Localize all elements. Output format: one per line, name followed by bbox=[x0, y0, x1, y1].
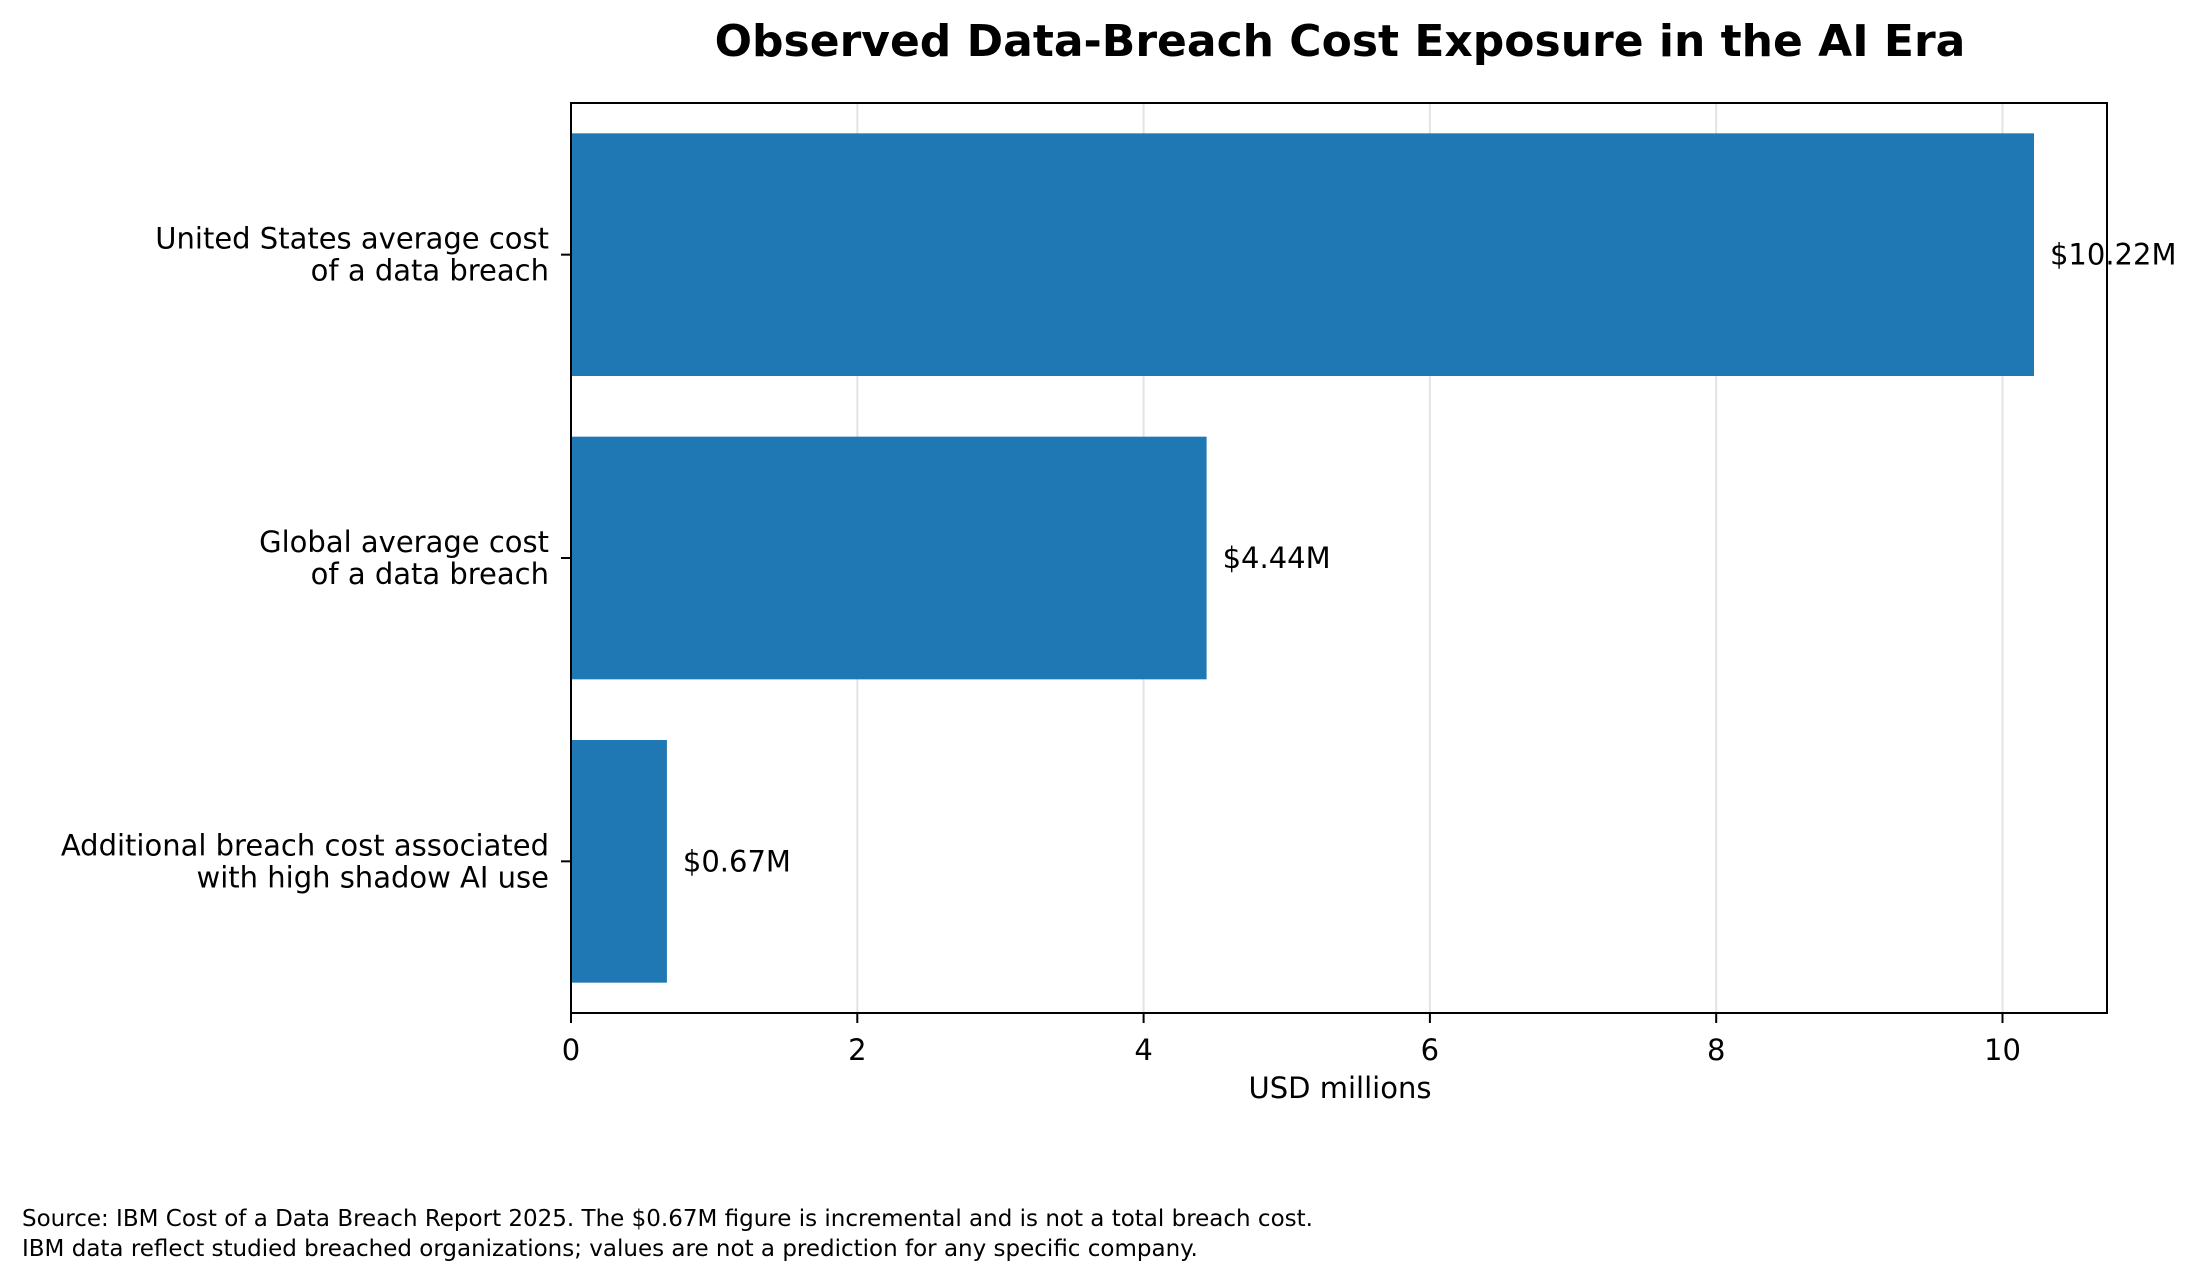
y-tick-label: Additional breach cost associated with hi… bbox=[61, 828, 549, 894]
source-note-line-2: IBM data reflect studied breached organi… bbox=[22, 1236, 1198, 1262]
x-tick-label: 0 bbox=[562, 1033, 580, 1067]
bar-value-label: $4.44M bbox=[1223, 541, 1331, 575]
x-tick-label: 4 bbox=[1134, 1033, 1152, 1067]
y-tick-label-line: of a data breach bbox=[311, 557, 549, 591]
y-tick-label: United States average cost of a data brea… bbox=[155, 222, 549, 288]
bar-value-label: $0.67M bbox=[683, 844, 791, 878]
y-tick-label-line: with high shadow AI use bbox=[197, 860, 549, 894]
bars bbox=[571, 133, 2034, 983]
y-axis: United States average cost of a data brea… bbox=[61, 222, 571, 894]
y-tick-label-line: of a data breach bbox=[311, 254, 549, 288]
bar bbox=[571, 436, 1207, 680]
x-tick-label: 6 bbox=[1421, 1033, 1439, 1067]
bar bbox=[571, 740, 667, 983]
source-note: Source: IBM Cost of a Data Breach Report… bbox=[22, 1204, 1313, 1264]
chart-title: Observed Data-Breach Cost Exposure in th… bbox=[715, 16, 1966, 67]
y-tick-label-line: Global average cost bbox=[259, 525, 549, 559]
source-note-line-1: Source: IBM Cost of a Data Breach Report… bbox=[22, 1206, 1313, 1232]
data-labels: $10.22M $4.44M $0.67M bbox=[683, 238, 2177, 879]
bar-value-label: $10.22M bbox=[2050, 238, 2177, 272]
x-axis-label: USD millions bbox=[1249, 1071, 1432, 1105]
x-tick-label: 2 bbox=[848, 1033, 866, 1067]
y-tick-label-line: Additional breach cost associated bbox=[61, 828, 549, 862]
plot-frame bbox=[570, 102, 2108, 1014]
y-tick-label-line: United States average cost bbox=[155, 222, 549, 256]
x-tick-label: 10 bbox=[1984, 1033, 2021, 1067]
bar bbox=[571, 133, 2034, 376]
x-axis: 0 2 4 6 8 10 bbox=[562, 1013, 2021, 1067]
y-tick-label: Global average cost of a data breach bbox=[259, 525, 549, 591]
x-tick-label: 8 bbox=[1707, 1033, 1725, 1067]
